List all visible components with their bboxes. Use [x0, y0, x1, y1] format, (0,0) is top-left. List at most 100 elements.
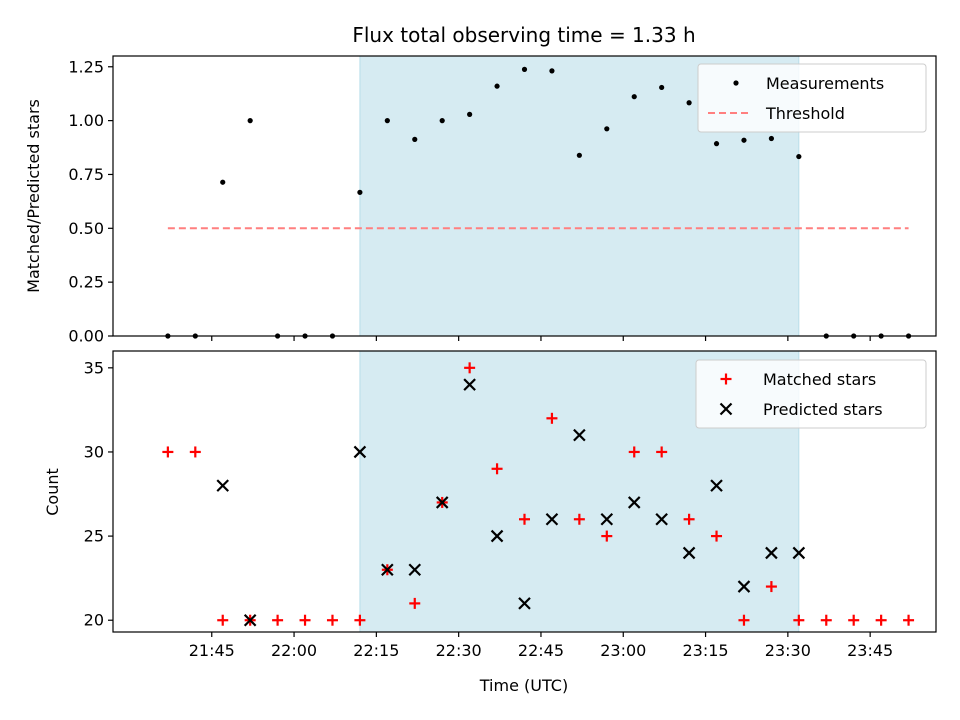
x-tick-label: 22:15 [353, 641, 399, 660]
count-y-label: Count [43, 468, 62, 516]
matched-stars-point [189, 446, 201, 458]
measurement-point [412, 136, 418, 142]
legend-predicted-marker [719, 402, 733, 416]
ratio-y-ticks: 0.00 0.25 0.50 0.75 1.00 1.25 [68, 57, 113, 346]
legend-matched-plus [720, 373, 732, 385]
x-tick-label: 23:30 [765, 641, 811, 660]
predicted-stars-point [627, 496, 641, 509]
legend-measurements-label: Measurements [766, 74, 884, 93]
measurement-point [439, 118, 445, 124]
matched-stars-point [793, 614, 805, 626]
predicted-stars-point [243, 613, 257, 627]
measurement-point [576, 152, 582, 158]
count-marks [162, 362, 915, 627]
y-tick-label: 0.50 [68, 219, 104, 238]
matched-stars-point [765, 581, 777, 593]
matched-stars-point [217, 614, 229, 626]
y-tick-label: 30 [84, 442, 104, 461]
predicted-stars-point [518, 597, 531, 610]
matched-stars-point [683, 513, 695, 525]
y-tick-label: 0.25 [68, 273, 104, 292]
count-legend: Matched stars Predicted stars [695, 359, 927, 429]
matched-stars-point [299, 614, 311, 626]
matched-stars-point [875, 614, 887, 626]
matched-stars-point [711, 530, 723, 542]
predicted-stars-point [682, 546, 696, 560]
chart-title: Flux total observing time = 1.33 h [352, 23, 695, 47]
predicted-stars-point [216, 479, 230, 492]
matched-stars-point [546, 412, 558, 424]
matched-stars-point [573, 513, 585, 525]
count-x-ticks: 21:45 22:00 22:15 22:30 22:45 23:00 23:15 23:30… [189, 632, 893, 660]
predicted-stars-point [792, 546, 806, 560]
y-tick-label: 25 [84, 527, 104, 546]
matched-stars-point [628, 446, 640, 458]
ratio-legend: Measurements Threshold [697, 63, 927, 133]
count-y-ticks: 20 25 30 35 [84, 358, 113, 630]
count-axes-frame [112, 350, 937, 633]
predicted-stars-point [737, 580, 751, 593]
x-axis-label: Time (UTC) [479, 676, 568, 695]
matched-stars-point [820, 614, 832, 626]
measurement-point [549, 68, 555, 74]
x-tick-label: 22:45 [518, 641, 564, 660]
predicted-stars-point [573, 428, 586, 442]
predicted-stars-point [435, 496, 449, 509]
x-tick-label: 21:45 [189, 641, 235, 660]
measurement-point [741, 137, 747, 143]
predicted-stars-point [710, 479, 723, 492]
measurement-point [768, 135, 775, 142]
measurement-point [713, 141, 720, 147]
legend-threshold-label: Threshold [765, 104, 845, 123]
predicted-stars-point [381, 563, 394, 577]
measurement-point [247, 118, 253, 124]
measurement-point [521, 66, 528, 72]
legend-measurements-marker [733, 80, 739, 86]
predicted-stars-point [655, 512, 668, 526]
measurement-point [686, 100, 692, 106]
y-tick-label: 1.00 [68, 111, 104, 130]
x-tick-label: 23:45 [847, 641, 893, 660]
matched-stars-point [903, 614, 915, 626]
matched-stars-point [409, 597, 421, 609]
measurement-point [659, 84, 665, 91]
ratio-panel: Flux total observing time = 1.33 h 0.000… [24, 23, 937, 346]
legend-matched-marker [720, 373, 732, 385]
legend-matched-label: Matched stars [763, 370, 876, 389]
predicted-stars-point [600, 512, 614, 526]
matched-stars-point [326, 614, 338, 626]
matched-stars-point [738, 614, 750, 626]
measurement-point [357, 189, 363, 195]
y-tick-label: 20 [84, 611, 104, 630]
matched-stars-point [519, 513, 530, 525]
legend-predicted-label: Predicted stars [763, 400, 883, 419]
ratio-axes-frame [112, 55, 937, 337]
measurement-point [796, 153, 802, 160]
ratio-y-label: Matched/Predicted stars [24, 99, 43, 293]
measurement-point [220, 179, 226, 185]
ratio-legend-box [697, 63, 927, 133]
count-legend-box [695, 359, 927, 429]
matched-stars-point [162, 446, 174, 458]
measurement-point [631, 94, 637, 100]
predicted-stars-point [765, 546, 778, 560]
matched-stars-point [491, 463, 503, 475]
measurement-point [467, 111, 473, 117]
y-tick-label: 0.00 [68, 327, 104, 346]
predicted-stars-point [353, 445, 367, 459]
x-tick-label: 23:00 [600, 641, 646, 660]
matched-stars-point [354, 614, 366, 626]
y-tick-label: 35 [84, 358, 104, 377]
x-tick-label: 22:00 [271, 641, 317, 660]
measurement-point [384, 118, 390, 124]
y-tick-label: 1.25 [68, 57, 104, 76]
predicted-stars-point [545, 512, 559, 526]
y-tick-label: 0.75 [68, 165, 104, 184]
predicted-stars-point [490, 529, 504, 543]
matched-stars-point [272, 614, 284, 626]
measurement-point [604, 126, 610, 132]
predicted-stars-point [463, 378, 476, 391]
matched-stars-point [601, 530, 613, 542]
